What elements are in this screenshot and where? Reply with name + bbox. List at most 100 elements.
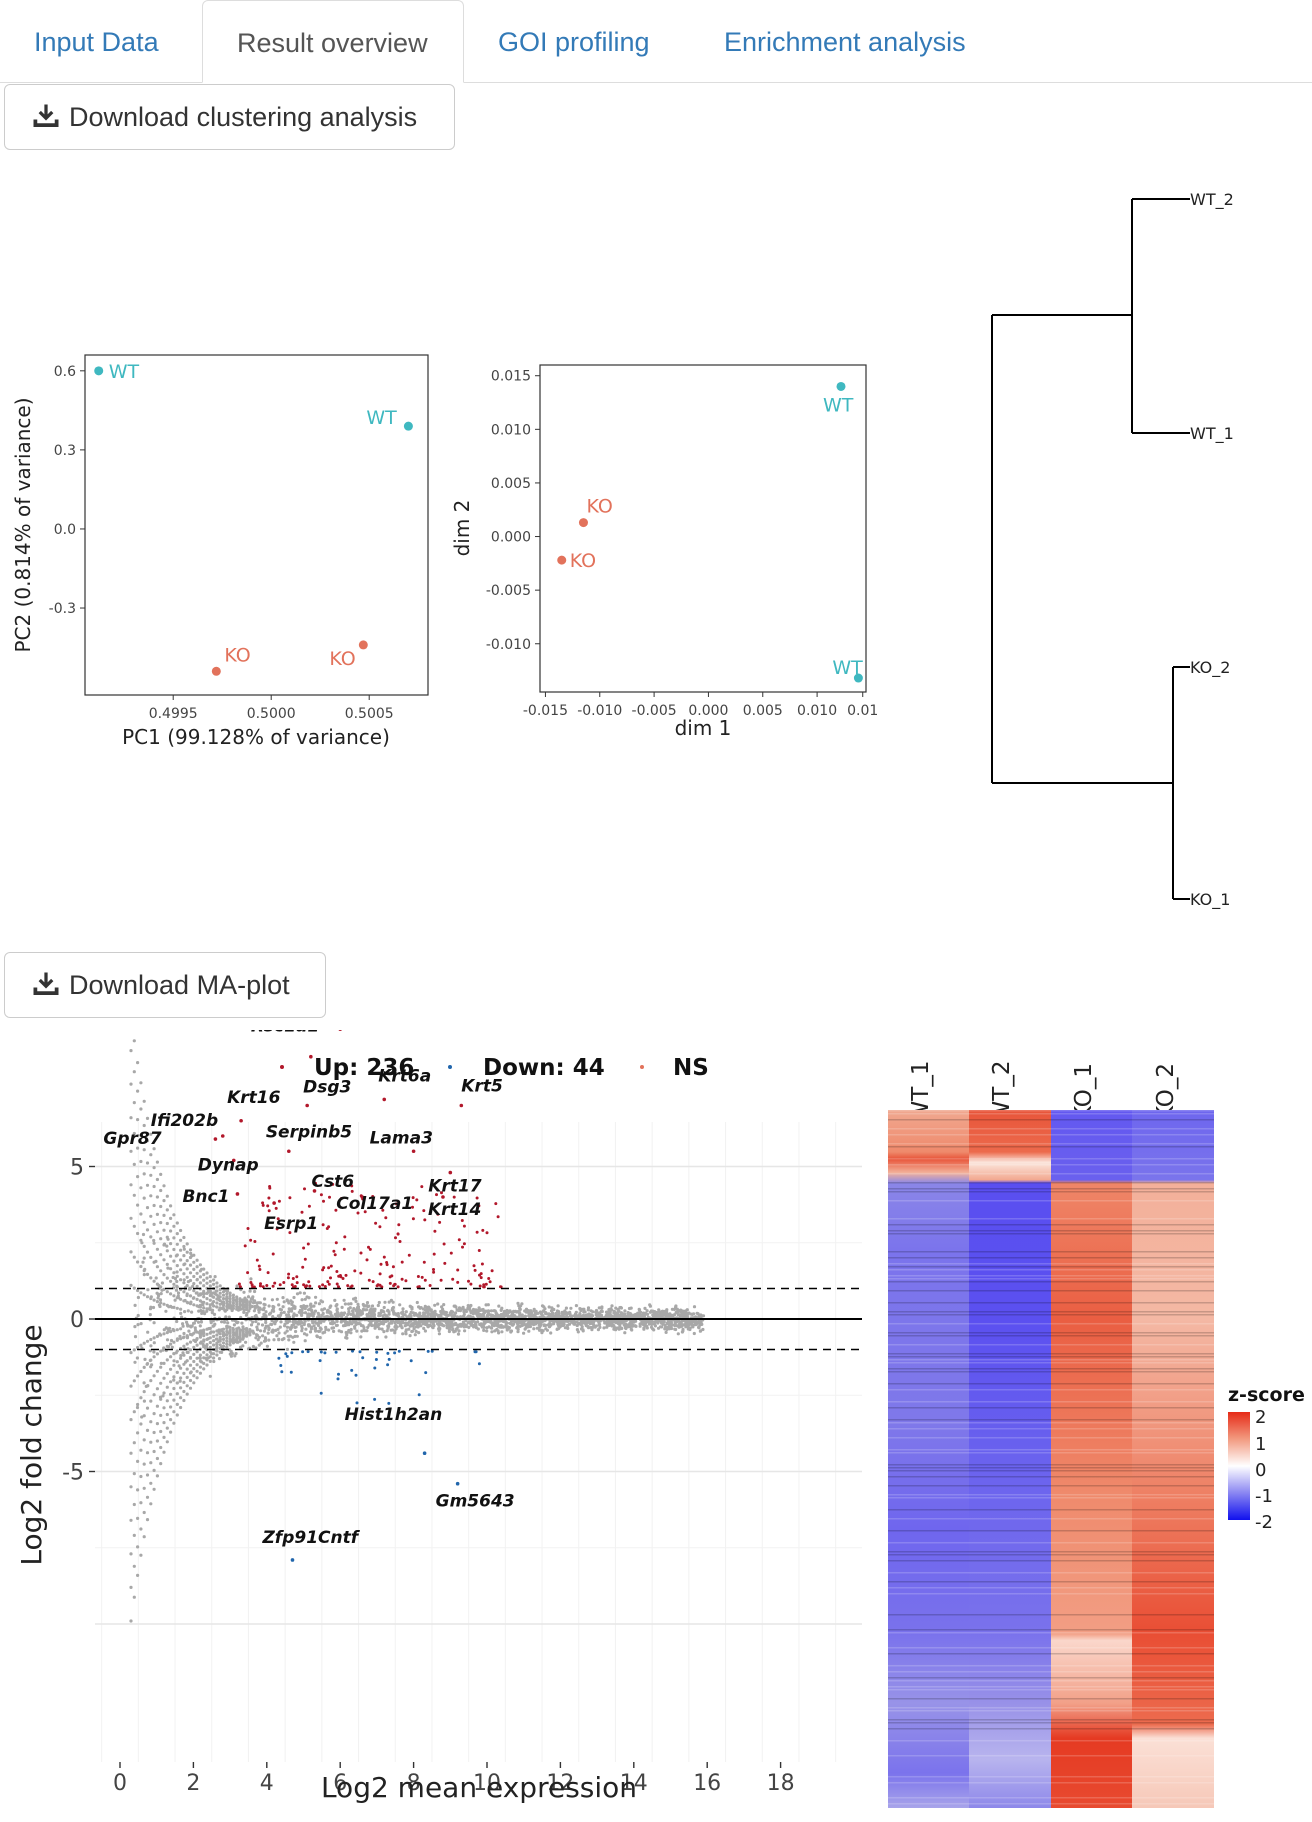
- ma-gene-point: [441, 1195, 445, 1199]
- ma-xtick-label: 8: [407, 1771, 421, 1796]
- heatmap-row-stripe: [888, 1407, 1214, 1409]
- download-clustering-button[interactable]: Download clustering analysis: [4, 84, 455, 150]
- download-maplot-button[interactable]: Download MA-plot: [4, 952, 326, 1018]
- ma-gene-label: Col17a1: [336, 1194, 413, 1214]
- heatmap-row-stripe: [888, 1428, 1214, 1430]
- heatmap-row-stripe: [888, 1251, 1214, 1253]
- ma-xtick-label: 12: [546, 1771, 574, 1796]
- heatmap-row-stripe: [888, 1164, 1214, 1166]
- mds-ytick-label: -0.010: [486, 637, 531, 653]
- ma-xtick-label: 0: [113, 1771, 127, 1796]
- heatmap-row-stripe: [888, 1797, 1214, 1799]
- heatmap-legend-tick: 0: [1255, 1460, 1266, 1481]
- heatmap-row-stripe: [888, 1356, 1214, 1358]
- mds-point-wt: [836, 381, 846, 391]
- heatmap-row-stripe: [888, 1677, 1214, 1679]
- heatmap-row-stripe: [888, 1740, 1214, 1742]
- heatmap-row-stripe: [888, 1629, 1214, 1631]
- heatmap-row-stripe: [888, 1494, 1214, 1496]
- heatmap-row-stripe: [888, 1719, 1214, 1721]
- heatmap-row-stripe: [888, 1497, 1214, 1499]
- ma-gene-label: Hist1h2an: [345, 1405, 443, 1425]
- heatmap-row-stripe: [888, 1302, 1214, 1304]
- heatmap-row-stripe: [888, 1266, 1214, 1268]
- heatmap-row-stripe: [888, 1368, 1214, 1370]
- heatmap-row-stripe: [888, 1728, 1214, 1730]
- ma-ytick-label: 5: [70, 1156, 84, 1181]
- ma-gene-point: [239, 1118, 243, 1123]
- download-icon: [33, 104, 59, 127]
- ma-gene-point: [455, 1481, 460, 1486]
- heatmap-row-stripe: [888, 1257, 1214, 1259]
- legend-down-swatch: [448, 1065, 452, 1069]
- ma-xtick-label: 2: [186, 1771, 200, 1796]
- heatmap-row-stripe: [888, 1275, 1214, 1277]
- heatmap-row-stripe: [888, 1593, 1214, 1595]
- heatmap-row-stripe: [888, 1371, 1214, 1373]
- heatmap-row-stripe: [888, 1290, 1214, 1292]
- ma-gene-point: [309, 1054, 313, 1059]
- mds-point-label: KO: [570, 550, 596, 572]
- heatmap-row-stripe: [888, 1551, 1214, 1553]
- ma-gene-point: [459, 1103, 464, 1108]
- ma-gene-point: [312, 1189, 317, 1193]
- tab-goi-profiling[interactable]: GOI profiling: [498, 27, 650, 57]
- ma-gene-point: [290, 1558, 295, 1562]
- tab-input-data[interactable]: Input Data: [34, 27, 159, 57]
- pca-point-label: KO: [329, 648, 355, 670]
- ma-gene-label: Gpr87: [103, 1129, 161, 1149]
- pca-ytick-label: 0.0: [54, 522, 76, 538]
- ma-gene-point: [272, 1201, 276, 1205]
- heatmap-row-stripe: [888, 1263, 1214, 1265]
- pca-point-label: WT: [109, 361, 140, 383]
- heatmap-row-stripe: [888, 1803, 1214, 1805]
- pca-xlabel: PC1 (99.128% of variance): [122, 725, 390, 749]
- heatmap-row-stripe: [888, 1554, 1214, 1556]
- mds-xtick-label: -0.005: [632, 703, 677, 719]
- mds-ylabel: dim 2: [450, 500, 474, 557]
- heatmap-row-stripe: [888, 1530, 1214, 1532]
- ma-xtick-label: 10: [473, 1771, 501, 1796]
- mds-point-wt: [853, 673, 863, 683]
- ma-ytick-label: -5: [62, 1461, 84, 1486]
- tab-result-overview[interactable]: Result overview: [202, 0, 464, 83]
- heatmap-row-stripe: [888, 1314, 1214, 1316]
- heatmap-row-stripe: [888, 1359, 1214, 1361]
- dendrogram-leaf-wt1: WT_1: [1190, 424, 1234, 444]
- ma-gene-label: Krt16: [227, 1088, 281, 1108]
- heatmap-row-stripe: [888, 1401, 1214, 1403]
- heatmap-row-stripe: [888, 1560, 1214, 1562]
- ma-gene-label: Rsc1a1: [251, 1030, 319, 1037]
- heatmap-row-stripe: [888, 1776, 1214, 1778]
- mds-xtick-label: 0.01: [847, 703, 878, 719]
- heatmap-row-stripe: [888, 1134, 1214, 1136]
- ma-gene-label: Gm5643: [436, 1492, 515, 1512]
- heatmap-row-stripe: [888, 1419, 1214, 1421]
- heatmap-row-stripe: [888, 1449, 1214, 1451]
- pca-xtick-label: 0.4995: [149, 706, 198, 722]
- heatmap-column-wt2: [969, 1110, 1051, 1808]
- ma-gene-point: [305, 1103, 309, 1108]
- ma-gene-point: [411, 1149, 416, 1154]
- ma-gene-label: Esrp1: [264, 1214, 318, 1234]
- heatmap-row-stripe: [888, 1143, 1214, 1145]
- ma-xtick-label: 4: [260, 1771, 274, 1796]
- ma-plot: Up: 236 Down: 44 NS Hist1h2apRsc1a1Krt6a…: [15, 1030, 862, 1804]
- ma-gene-point: [213, 1137, 218, 1141]
- heatmap-row-stripe: [888, 1269, 1214, 1271]
- tab-enrichment-analysis[interactable]: Enrichment analysis: [724, 27, 966, 57]
- heatmap-row-stripe: [888, 1614, 1214, 1616]
- heatmap-row-stripe: [888, 1518, 1214, 1520]
- heatmap: WT_1 WT_2 KO_1 KO_2 z-score 2 1 0 -1 -2: [888, 1061, 1305, 1808]
- heatmap-legend-bar: [1228, 1412, 1250, 1520]
- legend-ns-swatch: [640, 1065, 644, 1069]
- heatmap-row-stripe: [888, 1158, 1214, 1160]
- mds-xtick-label: -0.015: [523, 703, 568, 719]
- heatmap-row-stripe: [888, 1173, 1214, 1175]
- heatmap-row-stripe: [888, 1587, 1214, 1589]
- ma-gene-label: Krt5: [461, 1077, 503, 1097]
- ma-down-points: [277, 1349, 481, 1405]
- heatmap-column-ko1: [1051, 1110, 1132, 1808]
- ma-gene-label: Ifi202b: [151, 1111, 218, 1131]
- ma-gene-label: Krt14: [428, 1200, 481, 1220]
